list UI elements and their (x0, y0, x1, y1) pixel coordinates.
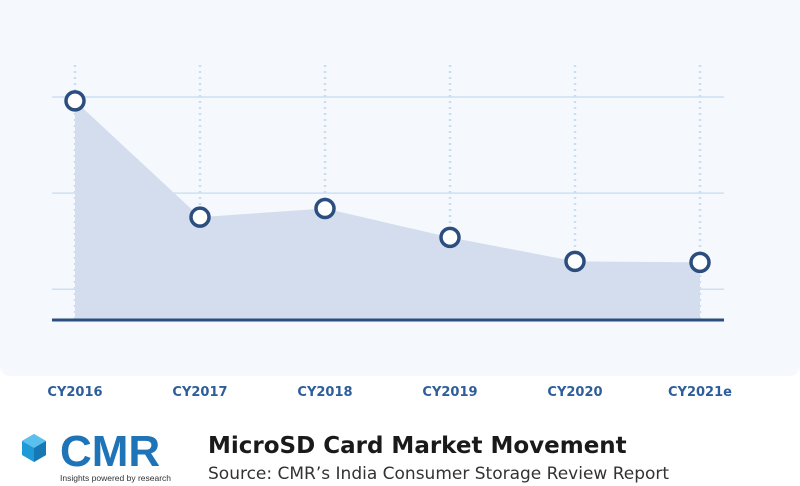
chart-title: MicroSD Card Market Movement (208, 433, 627, 459)
logo-tagline: Insights powered by research (60, 473, 171, 483)
marker (564, 250, 586, 273)
marker (64, 90, 86, 112)
marker (314, 197, 336, 220)
marker (189, 206, 211, 228)
x-tick-label: CY2021e (668, 385, 732, 400)
marker (439, 226, 461, 249)
logo-icon-side (34, 441, 46, 462)
marker (689, 251, 711, 274)
x-tick-label: CY2019 (422, 385, 477, 400)
logo: CMR Insights powered by research (22, 427, 171, 483)
chart-subtitle: Source: CMR’s India Consumer Storage Rev… (208, 464, 669, 484)
logo-name: CMR (60, 427, 160, 476)
area (75, 100, 700, 320)
x-tick-label: CY2020 (547, 385, 602, 400)
x-tick-label: CY2016 (47, 385, 102, 400)
x-tick-label: CY2018 (297, 385, 352, 400)
x-tick-label: CY2017 (172, 385, 227, 400)
